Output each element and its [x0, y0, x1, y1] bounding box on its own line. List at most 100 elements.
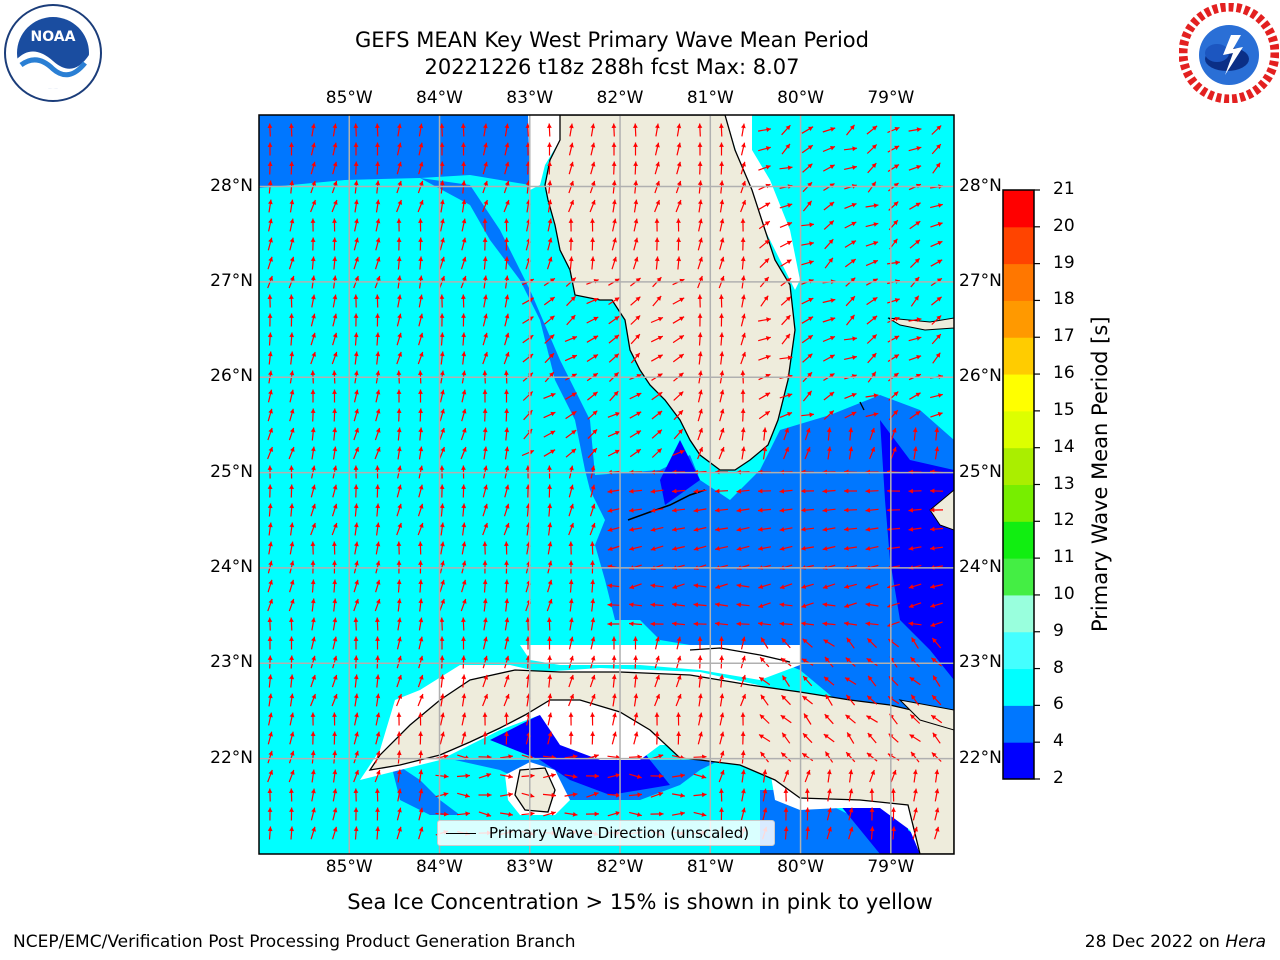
wave-direction-arrow: [697, 142, 703, 156]
wave-direction-arrow: [932, 162, 941, 174]
wave-direction-arrow: [845, 657, 856, 667]
wave-direction-arrow: [482, 712, 488, 726]
wave-direction-arrow: [932, 352, 941, 364]
wave-direction-arrow: [801, 602, 814, 608]
wave-direction-arrow: [740, 256, 746, 270]
lat-tick-label-right: 27°N: [959, 270, 1002, 291]
wave-direction-arrow: [800, 241, 815, 246]
wave-direction-arrow: [504, 484, 510, 498]
wave-direction-arrow: [590, 218, 595, 232]
wave-direction-arrow: [693, 508, 707, 513]
lon-tick-label-bottom: 84°W: [416, 857, 463, 877]
wave-direction-arrow: [779, 527, 793, 532]
wave-direction-arrow: [590, 712, 595, 726]
wave-direction-arrow: [418, 826, 424, 840]
wave-direction-arrow: [397, 294, 402, 308]
wave-direction-arrow: [439, 674, 445, 688]
wave-direction-arrow: [650, 811, 664, 817]
wave-direction-arrow: [822, 298, 836, 304]
wave-direction-arrow: [865, 583, 879, 589]
wave-direction-arrow: [547, 693, 553, 707]
wave-direction-arrow: [757, 507, 772, 513]
colorbar-bin: [1003, 447, 1034, 485]
footer-date: 28 Dec 2022 on Hera: [1085, 932, 1266, 952]
wave-direction-arrow: [672, 316, 685, 324]
wave-direction-arrow: [758, 410, 771, 420]
wave-direction-arrow: [607, 621, 621, 627]
wave-direction-arrow: [461, 199, 467, 213]
wave-direction-arrow: [504, 142, 510, 156]
wave-direction-arrow: [844, 583, 857, 589]
wave-direction-arrow: [650, 335, 664, 343]
colorbar-tick-label: 20: [1053, 215, 1075, 236]
wave-direction-arrow: [913, 788, 918, 802]
wave-direction-arrow: [310, 541, 316, 555]
wave-direction-arrow: [628, 602, 643, 608]
wave-direction-arrow: [565, 448, 577, 458]
wave-direction-arrow: [843, 507, 858, 513]
wave-direction-arrow: [440, 218, 445, 232]
wave-direction-arrow: [267, 351, 273, 365]
wave-direction-arrow: [672, 334, 685, 344]
wave-direction-arrow: [354, 712, 359, 726]
wave-direction-arrow: [869, 446, 875, 460]
wave-direction-arrow: [568, 579, 574, 593]
wave-direction-arrow: [608, 334, 620, 344]
wave-direction-arrow: [589, 199, 596, 213]
wave-direction-arrow: [396, 541, 402, 555]
wave-direction-arrow: [654, 674, 660, 688]
wave-direction-arrow: [587, 447, 598, 459]
wave-direction-arrow: [332, 788, 338, 802]
wave-direction-arrow: [590, 142, 596, 156]
wave-direction-arrow: [762, 446, 768, 460]
wave-direction-arrow: [461, 712, 467, 726]
wave-direction-arrow: [396, 579, 402, 593]
wave-direction-arrow: [353, 389, 359, 403]
wave-direction-arrow: [929, 488, 944, 494]
wave-direction-arrow: [697, 389, 703, 403]
wave-direction-arrow: [650, 583, 664, 589]
wave-direction-arrow: [910, 656, 920, 668]
wave-direction-arrow: [482, 142, 488, 156]
wave-direction-arrow: [418, 636, 424, 650]
wave-direction-arrow: [607, 489, 621, 494]
wave-direction-arrow: [822, 127, 836, 133]
wave-direction-arrow: [590, 256, 596, 270]
wave-direction-arrow: [930, 412, 943, 418]
legend: Primary Wave Direction (unscaled): [437, 820, 775, 846]
wave-direction-arrow: [568, 655, 574, 669]
wave-direction-arrow: [654, 636, 660, 650]
wave-direction-arrow: [417, 199, 424, 213]
wave-direction-arrow: [736, 602, 750, 608]
wave-direction-arrow: [633, 218, 639, 232]
wave-direction-arrow: [930, 583, 943, 589]
wave-direction-arrow: [801, 316, 814, 324]
wave-direction-arrow: [826, 807, 832, 821]
wave-direction-arrow: [587, 428, 598, 440]
wave-direction-arrow: [844, 221, 857, 229]
wave-direction-arrow: [866, 144, 878, 154]
wave-direction-arrow: [802, 638, 813, 648]
wave-direction-arrow: [697, 351, 703, 365]
map-frame: [258, 114, 955, 855]
wave-direction-arrow: [547, 199, 553, 213]
wave-direction-arrow: [824, 656, 834, 668]
gridlines: [259, 115, 954, 854]
wave-direction-arrow: [736, 583, 750, 588]
wave-direction-arrow: [396, 256, 402, 270]
wave-direction-arrow: [843, 526, 858, 532]
wave-direction-arrow: [267, 826, 273, 840]
wave-direction-arrow: [759, 656, 770, 668]
colorbar-bin: [1003, 668, 1034, 706]
wave-direction-arrow: [719, 655, 724, 669]
wave-direction-arrow: [609, 390, 619, 402]
wave-direction-arrow: [461, 731, 467, 745]
wave-direction-arrow: [912, 769, 918, 783]
wave-direction-arrow: [440, 712, 445, 726]
wave-direction-arrow: [310, 693, 316, 707]
wave-direction-arrow: [758, 220, 771, 230]
wave-direction-arrow: [887, 335, 900, 343]
wave-direction-arrow: [417, 693, 424, 707]
wave-direction-arrow: [779, 165, 793, 171]
wave-direction-arrow: [934, 769, 940, 783]
